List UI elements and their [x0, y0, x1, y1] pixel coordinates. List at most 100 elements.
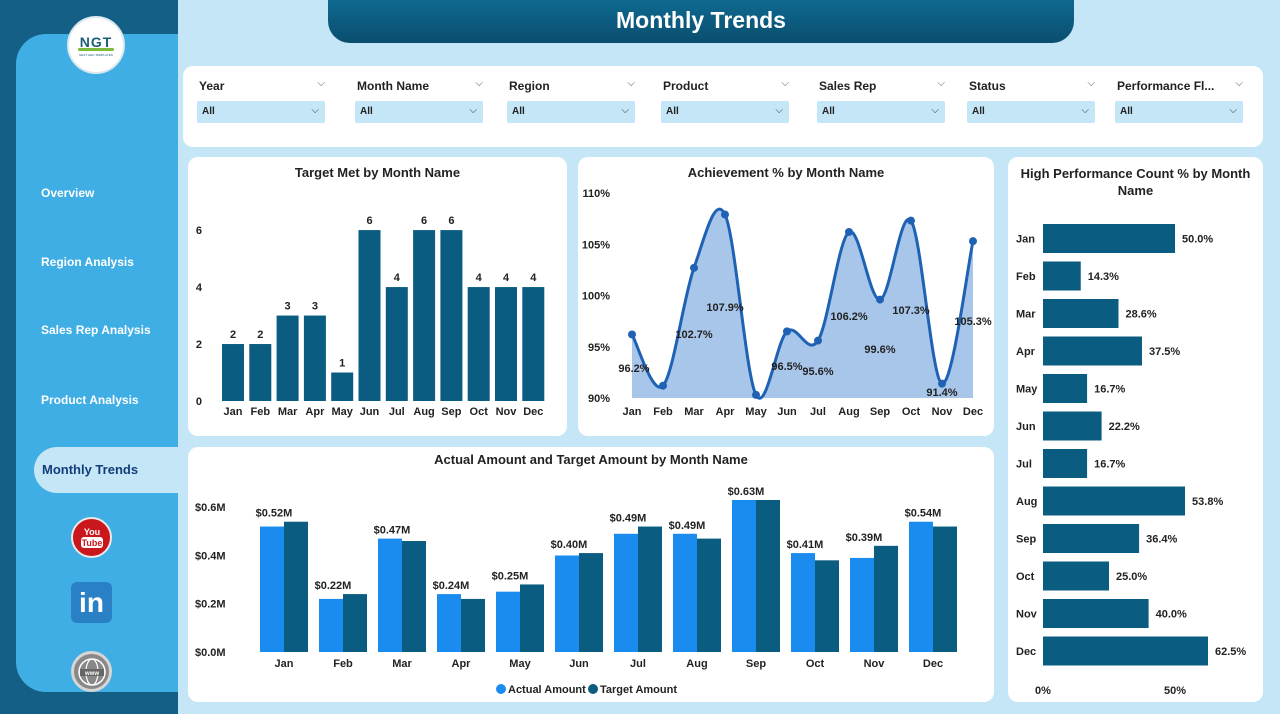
- filter-year: Year ⌵ All ⌵: [197, 78, 327, 126]
- high-performance-chart: Jan 50.0% Feb 14.3% Mar 28.6% Apr 37.5% May 16.7%…: [1016, 224, 1246, 697]
- chevron-down-icon[interactable]: ⌵: [475, 78, 483, 89]
- x-tick-label: Aug: [413, 406, 434, 418]
- data-label: 53.8%: [1192, 496, 1223, 508]
- x-tick-label: Oct: [470, 406, 489, 418]
- data-label: 96.5%: [771, 361, 802, 373]
- linkedin-icon[interactable]: in: [71, 582, 112, 623]
- filter-year-dropdown[interactable]: All ⌵: [197, 101, 325, 123]
- x-tick-label: May: [745, 406, 767, 418]
- bar-actual-aug: [673, 533, 697, 652]
- filter-product-dropdown[interactable]: All ⌵: [661, 101, 789, 123]
- filter-label: Year: [199, 79, 225, 93]
- legend-label: Target Amount: [600, 684, 677, 696]
- filter-sales-rep-dropdown[interactable]: All ⌵: [817, 101, 945, 123]
- x-tick-label: Apr: [305, 406, 325, 418]
- bar-jun: [1043, 411, 1102, 441]
- chevron-down-icon[interactable]: ⌵: [781, 78, 789, 89]
- youtube-icon[interactable]: You Tube: [71, 517, 112, 558]
- bar-actual-may: [496, 591, 520, 652]
- bar-sep: [440, 230, 463, 401]
- bar-feb: [1043, 261, 1081, 291]
- data-label: $0.52M: [256, 508, 293, 520]
- x-tick-label: Jan: [623, 406, 642, 418]
- chevron-down-icon[interactable]: ⌵: [1087, 78, 1095, 89]
- bar-actual-dec: [909, 521, 933, 652]
- x-tick-label: Jul: [810, 406, 826, 418]
- data-label: 37.5%: [1149, 346, 1180, 358]
- data-label: $0.22M: [315, 580, 352, 592]
- point-sep: [876, 295, 884, 304]
- y-tick-label: 6: [196, 225, 202, 237]
- y-tick-label: 100%: [582, 291, 610, 303]
- bar-target-apr: [461, 598, 485, 652]
- bar-jan: [222, 344, 244, 401]
- bar-actual-feb: [319, 598, 343, 652]
- target-met-chart: 0 2 4 6 2 Jan 2 Feb 3 Mar 3 Apr 1 May 6 Jun 4 Jul 6 Aug 6 Sep…: [196, 215, 545, 418]
- x-tick-label: Jun: [360, 406, 380, 418]
- data-label: 6: [448, 215, 454, 227]
- bar-jul: [385, 287, 408, 401]
- x-tick-label: Oct: [806, 658, 825, 670]
- chevron-down-icon[interactable]: ⌵: [775, 105, 783, 116]
- chevron-down-icon[interactable]: ⌵: [1235, 78, 1243, 89]
- globe-icon[interactable]: www: [71, 651, 112, 692]
- x-tick-label: Aug: [686, 658, 707, 670]
- bar-actual-jun: [555, 555, 579, 652]
- nav-item-product-analysis[interactable]: Product Analysis: [41, 393, 139, 407]
- data-label: 6: [366, 215, 372, 227]
- x-tick-label: Sep: [870, 406, 890, 418]
- x-tick-label: Nov: [864, 658, 886, 670]
- bar-oct: [467, 287, 490, 401]
- bar-jul: [1043, 449, 1088, 478]
- achievement-card: Achievement % by Month Name 90% 95% 100% 10…: [578, 157, 994, 436]
- filter-status-dropdown[interactable]: All ⌵: [967, 101, 1095, 123]
- point-jan: [628, 330, 636, 339]
- x-tick-label: Aug: [838, 406, 859, 418]
- data-label: 22.2%: [1109, 421, 1140, 433]
- chevron-down-icon[interactable]: ⌵: [311, 105, 319, 116]
- chevron-down-icon[interactable]: ⌵: [317, 78, 325, 89]
- chart-title: Actual Amount and Target Amount by Month…: [434, 452, 748, 467]
- data-label: $0.47M: [374, 525, 411, 537]
- chevron-down-icon[interactable]: ⌵: [627, 78, 635, 89]
- filter-month-name-dropdown[interactable]: All ⌵: [355, 101, 483, 123]
- nav-item-monthly-trends[interactable]: [34, 447, 178, 493]
- y-tick-label: 4: [196, 282, 203, 294]
- data-label: 4: [530, 272, 537, 284]
- nav-item-sales-rep-analysis[interactable]: Sales Rep Analysis: [41, 323, 151, 337]
- data-label: 4: [503, 272, 510, 284]
- bar-jan: [1043, 224, 1175, 253]
- chevron-down-icon[interactable]: ⌵: [931, 105, 939, 116]
- y-tick-label: 105%: [582, 239, 610, 251]
- nav-item-monthly-trends-label[interactable]: Monthly Trends: [42, 462, 139, 477]
- x-tick-label: 50%: [1164, 685, 1186, 697]
- bar-actual-sep: [732, 500, 756, 652]
- achievement-chart: 90% 95% 100% 105% 110% Jan Feb Mar Apr May Jun Jul A…: [582, 188, 992, 418]
- x-tick-label: Jul: [389, 406, 405, 418]
- bar-target-mar: [402, 541, 426, 652]
- bar-mar: [1043, 299, 1119, 328]
- nav-item-region-analysis[interactable]: Region Analysis: [41, 255, 134, 269]
- logo-swoosh: [78, 47, 114, 51]
- y-tick-label: $0.2M: [195, 599, 226, 611]
- bar-actual-jul: [614, 533, 638, 652]
- y-tick-label: 90%: [588, 393, 610, 405]
- chart-title: Achievement % by Month Name: [687, 165, 885, 180]
- legend-marker-actual: [496, 684, 506, 694]
- y-tick-label: 0: [196, 396, 202, 408]
- chevron-down-icon[interactable]: ⌵: [1229, 105, 1237, 116]
- data-label: 16.7%: [1094, 384, 1125, 396]
- chevron-down-icon[interactable]: ⌵: [621, 105, 629, 116]
- filter-value: All: [360, 106, 373, 117]
- filter-performance-flag-dropdown[interactable]: All ⌵: [1115, 101, 1243, 123]
- data-label: 3: [312, 301, 318, 313]
- filter-value: All: [972, 106, 985, 117]
- nav-item-overview[interactable]: Overview: [41, 186, 95, 200]
- bar-may: [331, 372, 354, 401]
- chevron-down-icon[interactable]: ⌵: [1081, 105, 1089, 116]
- chevron-down-icon[interactable]: ⌵: [469, 105, 477, 116]
- bar-actual-apr: [437, 594, 461, 652]
- chevron-down-icon[interactable]: ⌵: [937, 78, 945, 89]
- filter-region-dropdown[interactable]: All ⌵: [507, 101, 635, 123]
- x-tick-label: Feb: [251, 406, 271, 418]
